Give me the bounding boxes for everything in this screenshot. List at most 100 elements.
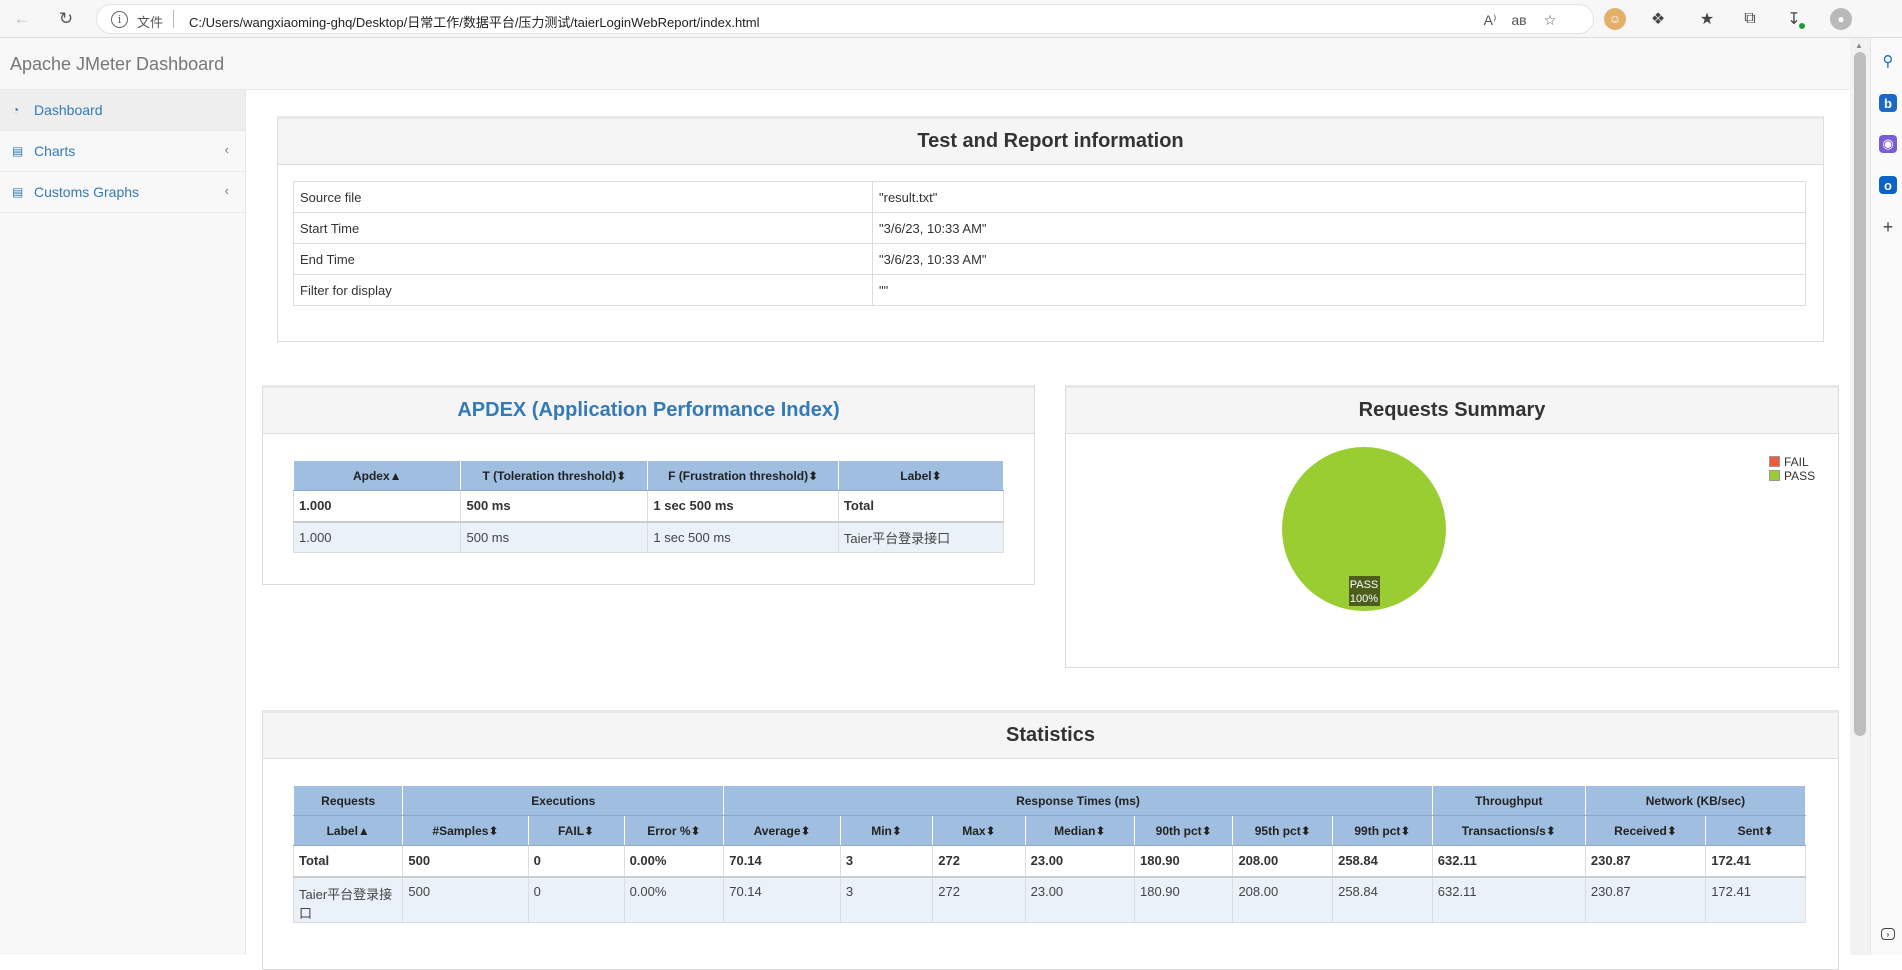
sort-both-icon[interactable]: ⬍ (1400, 823, 1411, 838)
legend-item-pass[interactable]: PASS (1769, 469, 1815, 483)
sort-both-icon[interactable]: ⬍ (1300, 823, 1311, 838)
column-header[interactable]: Apdex▲ (292, 460, 462, 491)
downloads-icon[interactable]: ↧ (1783, 8, 1806, 30)
info-value: "3/6/23, 10:33 AM" (872, 212, 1806, 244)
column-group-header: Executions (402, 785, 725, 816)
collections-icon[interactable]: ⧉ (1744, 10, 1756, 27)
favorites-icon[interactable]: ★ (1699, 11, 1715, 28)
table-cell: 180.90 (1133, 845, 1234, 878)
user-avatar-icon[interactable]: ● (1830, 8, 1852, 30)
table-cell: 0 (527, 845, 625, 878)
chevron-left-icon: ‹ (224, 183, 229, 198)
sort-both-icon[interactable]: ⬍ (584, 823, 595, 838)
info-key: Filter for display (293, 274, 873, 306)
legend-item-fail[interactable]: FAIL (1769, 455, 1815, 469)
info-row: Filter for display "" (293, 274, 1806, 306)
column-header-label: Average (753, 823, 801, 838)
office-icon[interactable]: ◉ (1879, 135, 1897, 153)
add-favorite-icon[interactable]: ☆ (1543, 11, 1557, 28)
address-divider (173, 10, 174, 28)
info-key: Start Time (293, 212, 873, 244)
column-header[interactable]: Average⬍ (723, 815, 841, 846)
sort-both-icon[interactable]: ⬍ (1095, 823, 1106, 838)
profile-emoji-icon[interactable]: ☺ (1604, 8, 1626, 30)
add-icon[interactable]: + (1882, 216, 1894, 237)
apdex-table: Apdex▲ T (Toleration threshold)⬍ F (Frustr… (292, 460, 1005, 553)
back-icon[interactable]: ← (13, 9, 31, 28)
column-header[interactable]: 90th pct⬍ (1133, 815, 1234, 846)
sort-both-icon[interactable]: ⬍ (488, 823, 499, 838)
sort-both-icon[interactable]: ⬍ (808, 468, 819, 483)
column-header[interactable]: Received⬍ (1584, 815, 1707, 846)
column-header-label: 99th pct (1354, 823, 1401, 838)
column-header[interactable]: F (Frustration threshold)⬍ (647, 460, 839, 491)
column-header-label: Sent (1737, 823, 1764, 838)
table-cell: 500 ms (460, 521, 649, 553)
pie-legend: FAIL PASS (1769, 455, 1815, 483)
sort-both-icon[interactable]: ⬍ (1201, 823, 1212, 838)
column-header[interactable]: Median⬍ (1024, 815, 1136, 846)
column-header[interactable]: 99th pct⬍ (1332, 815, 1433, 846)
address-bar[interactable]: i 文件 C:/Users/wangxiaoming-ghq/Desktop/日… (96, 4, 1594, 34)
sort-both-icon[interactable]: ⬍ (800, 823, 811, 838)
extensions-icon[interactable]: ❖ (1650, 11, 1666, 28)
sidebar-item-label: Customs Graphs (34, 184, 140, 200)
statistics-panel: Statistics Requests Executions Response Ti… (262, 710, 1839, 970)
info-icon[interactable]: i (111, 11, 128, 28)
apdex-panel: APDEX (Application Performance Index) Ap… (262, 385, 1035, 585)
table-cell: 632.11 (1431, 876, 1586, 923)
search-icon[interactable]: ⚲ (1882, 53, 1894, 70)
column-header[interactable]: T (Toleration threshold)⬍ (460, 460, 649, 491)
column-header-label: Max (962, 823, 986, 838)
sidebar-item-charts[interactable]: ▤ Charts ‹ (0, 131, 245, 172)
column-header[interactable]: Label⬍ (837, 460, 1005, 491)
brand-title[interactable]: Apache JMeter Dashboard (10, 54, 225, 74)
scroll-up-icon[interactable]: ▲ (1855, 41, 1863, 50)
table-cell: 230.87 (1584, 876, 1707, 923)
sort-both-icon[interactable]: ⬍ (891, 823, 902, 838)
sort-asc-icon[interactable]: ▲ (357, 823, 370, 838)
sort-both-icon[interactable]: ⬍ (985, 823, 996, 838)
column-header[interactable]: 95th pct⬍ (1232, 815, 1334, 846)
bar-chart-icon: ▤ (12, 185, 24, 199)
table-cell: 258.84 (1332, 845, 1433, 878)
column-header[interactable]: Label▲ (292, 815, 404, 846)
info-row: Source file "result.txt" (293, 181, 1806, 213)
column-header-label: Error % (647, 823, 691, 838)
sort-asc-icon[interactable]: ▲ (389, 468, 402, 483)
table-cell: 500 ms (460, 490, 649, 523)
sort-both-icon[interactable]: ⬍ (616, 468, 627, 483)
table-cell: 272 (932, 876, 1026, 923)
column-group-header: Network (KB/sec) (1584, 785, 1807, 816)
column-header[interactable]: Transactions/s⬍ (1431, 815, 1586, 846)
table-cell: 180.90 (1133, 876, 1234, 923)
scrollbar-thumb[interactable] (1854, 52, 1866, 736)
refresh-icon[interactable]: ↻ (58, 9, 74, 28)
column-header[interactable]: FAIL⬍ (527, 815, 625, 846)
info-row: End Time "3/6/23, 10:33 AM" (293, 243, 1806, 275)
bing-icon[interactable]: b (1879, 94, 1897, 112)
translate-icon[interactable]: aв (1511, 12, 1527, 28)
slice-label-text: 100% (1350, 593, 1378, 605)
column-header[interactable]: Error %⬍ (623, 815, 725, 846)
sidebar-item-dashboard[interactable]: ◔ Dashboard (0, 90, 245, 131)
read-aloud-icon[interactable]: A⁾ (1483, 11, 1497, 28)
sidebar-toggle-icon[interactable]: › (1881, 928, 1895, 940)
chevron-left-icon: ‹ (224, 142, 229, 157)
column-header[interactable]: Min⬍ (839, 815, 934, 846)
column-header[interactable]: #Samples⬍ (402, 815, 529, 846)
apdex-title[interactable]: APDEX (Application Performance Index) (263, 388, 1034, 434)
sidebar-item-customs-graphs[interactable]: ▤ Customs Graphs ‹ (0, 172, 245, 213)
sort-both-icon[interactable]: ⬍ (1545, 823, 1556, 838)
outlook-icon[interactable]: o (1879, 176, 1897, 194)
sort-both-icon[interactable]: ⬍ (690, 823, 701, 838)
url-text[interactable]: C:/Users/wangxiaoming-ghq/Desktop/日常工作/数… (189, 15, 760, 30)
sort-both-icon[interactable]: ⬍ (931, 468, 942, 483)
column-header[interactable]: Max⬍ (932, 815, 1026, 846)
table-cell: 1 sec 500 ms (647, 490, 839, 523)
sort-both-icon[interactable]: ⬍ (1763, 823, 1774, 838)
column-header[interactable]: Sent⬍ (1705, 815, 1806, 846)
sort-both-icon[interactable]: ⬍ (1666, 823, 1677, 838)
pie-slice-pass[interactable] (1282, 447, 1446, 611)
table-cell: 0.00% (623, 876, 725, 923)
